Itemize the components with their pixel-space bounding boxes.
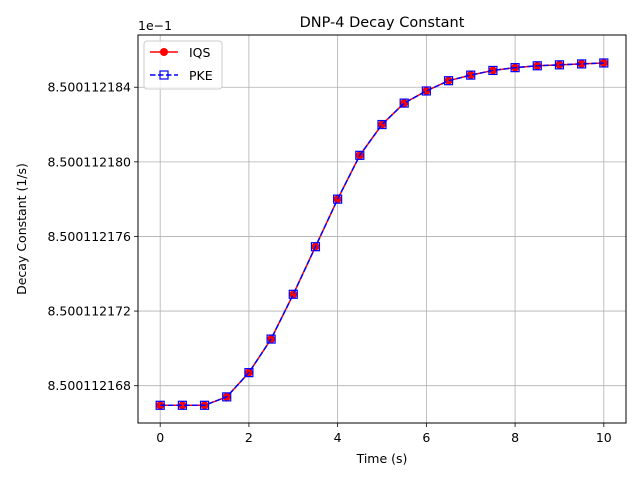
- data-point-pke: [244, 368, 254, 378]
- data-point-pke: [266, 334, 276, 344]
- y-offset-text: 1e−1: [138, 18, 172, 33]
- data-point-pke: [377, 119, 387, 130]
- x-tick-label: 8: [511, 430, 519, 445]
- y-tick-label: 8.500112176: [47, 229, 131, 244]
- data-point-pke: [333, 194, 343, 204]
- series-layer: [155, 58, 609, 410]
- data-point-pke: [599, 58, 609, 68]
- chart-title: DNP-4 Decay Constant: [300, 15, 465, 31]
- data-point-pke: [532, 61, 542, 71]
- data-point-iqs: [444, 76, 453, 85]
- data-point-pke: [554, 60, 565, 70]
- data-point-iqs: [289, 290, 298, 299]
- y-axis-label: Decay Constant (1/s): [14, 163, 29, 295]
- data-point-pke: [510, 63, 520, 73]
- data-point-pke: [177, 400, 187, 410]
- data-point-pke: [155, 400, 165, 410]
- y-axis: 8.500112168 8.500112172 8.500112176 8.50011…: [47, 80, 138, 393]
- plot-frame: [137, 34, 627, 424]
- data-point-pke: [310, 242, 321, 252]
- x-tick-label: 10: [596, 430, 612, 445]
- y-tick-label: 8.500112172: [47, 304, 131, 319]
- legend-label-pke: PKE: [189, 68, 213, 83]
- data-point-iqs: [422, 86, 431, 95]
- data-point-iqs: [466, 71, 475, 80]
- series-pke: [155, 58, 609, 410]
- legend-marker-pke: [159, 70, 169, 80]
- data-point-pke: [355, 150, 365, 160]
- data-point-pke: [199, 400, 210, 410]
- x-tick-label: 0: [156, 430, 164, 445]
- data-point-pke: [466, 70, 476, 80]
- series-line-pke: [160, 62, 604, 407]
- y-tick-label: 8.500112184: [47, 80, 131, 95]
- legend-marker-iqs: [160, 48, 168, 56]
- data-point-pke: [443, 76, 454, 86]
- data-point-pke: [288, 289, 298, 299]
- data-point-pke: [222, 392, 232, 402]
- data-point-pke: [421, 86, 431, 96]
- y-tick-label: 8.500112168: [47, 378, 131, 393]
- x-tick-label: 4: [334, 430, 342, 445]
- data-point-pke: [577, 59, 587, 69]
- x-axis-label: Time (s): [356, 451, 408, 466]
- legend-label-iqs: IQS: [189, 45, 211, 60]
- x-tick-label: 6: [422, 430, 430, 445]
- y-tick-label: 8.500112180: [47, 154, 131, 169]
- x-tick-label: 2: [245, 430, 253, 445]
- x-axis: 0 2 4 6 8 10: [156, 423, 612, 445]
- data-point-iqs: [178, 401, 187, 410]
- data-point-pke: [399, 98, 409, 108]
- grid: [138, 35, 626, 423]
- data-point-iqs: [577, 59, 586, 68]
- data-point-pke: [488, 65, 498, 76]
- legend: IQS PKE: [143, 40, 223, 90]
